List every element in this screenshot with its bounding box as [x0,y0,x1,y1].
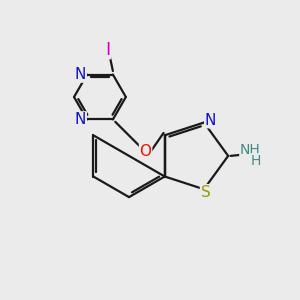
Text: N: N [75,112,86,127]
Text: N: N [75,67,86,82]
Text: O: O [140,144,152,159]
Text: N: N [205,113,216,128]
Text: S: S [200,185,210,200]
Text: NH: NH [240,143,261,157]
Text: H: H [251,154,261,168]
Text: I: I [105,40,110,58]
